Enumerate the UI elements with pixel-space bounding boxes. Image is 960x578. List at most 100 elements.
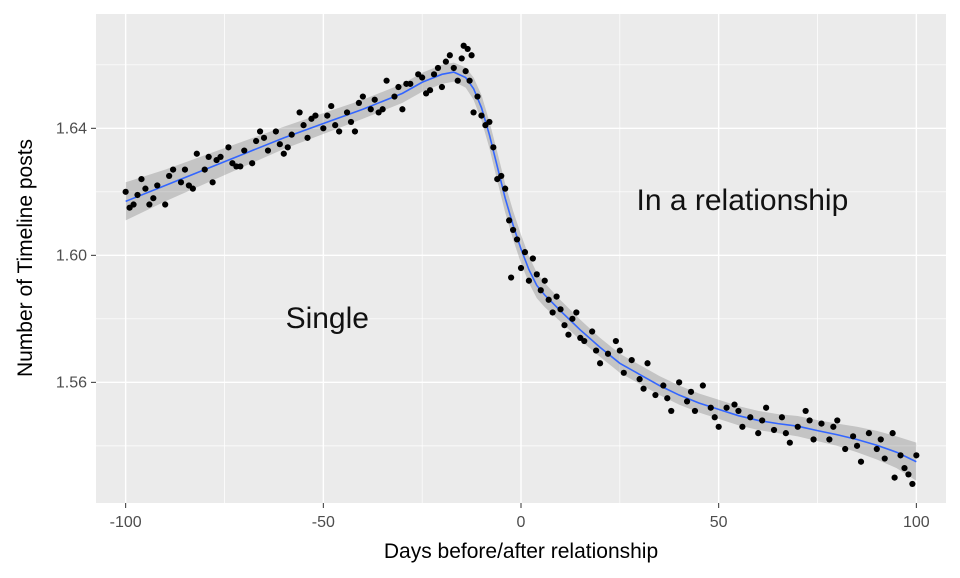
scatter-point (442, 58, 449, 65)
scatter-point (395, 83, 402, 91)
scatter-point (284, 144, 291, 151)
scatter-point (529, 255, 536, 262)
confidence-band (125, 62, 917, 481)
scatter-point (786, 439, 793, 446)
scatter-point (486, 118, 493, 126)
scatter-point (517, 264, 525, 272)
scatter-point (217, 153, 224, 160)
scatter-point (434, 64, 442, 72)
scatter-point (782, 430, 789, 437)
scatter-point (849, 433, 857, 440)
scatter-point (905, 471, 912, 478)
scatter-point (280, 150, 287, 157)
scatter-point (525, 277, 533, 284)
scatter-point (897, 452, 904, 459)
scatter-point (450, 64, 457, 72)
scatter-point (347, 118, 355, 126)
scatter-point (513, 236, 521, 243)
scatter-point (181, 166, 189, 173)
scatter-point (490, 144, 497, 151)
y-tick-label: 1.60 (56, 247, 87, 264)
scatter-point (371, 96, 378, 103)
scatter-point (300, 122, 307, 129)
scatter-point (201, 166, 208, 173)
scatter-point (276, 141, 283, 148)
scatter-point (166, 172, 173, 180)
scatter-point (462, 68, 469, 75)
scatter-point (256, 128, 264, 135)
scatter-point (498, 172, 505, 180)
scatter-point (759, 417, 766, 424)
scatter-point (711, 414, 718, 421)
scatter-point (644, 360, 651, 367)
scatter-point (877, 436, 884, 443)
scatter-point (138, 176, 145, 183)
x-tick-label: 0 (517, 514, 526, 531)
scatter-point (454, 77, 461, 84)
scatter-point (438, 83, 446, 91)
scatter-point (470, 109, 477, 116)
scatter-point (260, 134, 268, 141)
scatter-point (865, 430, 873, 437)
scatter-point (288, 131, 295, 138)
scatter-point (122, 188, 129, 195)
scatter-point (205, 153, 212, 160)
scatter-point (889, 430, 896, 437)
scatter-point (901, 464, 908, 472)
scatter-point (640, 385, 647, 392)
scatter-point (537, 287, 544, 294)
scatter-point (189, 185, 196, 192)
scatter-point (593, 347, 600, 354)
scatter-point (557, 306, 564, 313)
scatter-point (853, 442, 861, 449)
scatter-point (834, 417, 841, 424)
scatter-point (426, 87, 434, 94)
scatter-point (419, 74, 426, 81)
scatter-point (130, 201, 137, 208)
scatter-point (620, 369, 627, 376)
scatter-point (154, 182, 161, 189)
x-tick-label: 100 (903, 514, 930, 531)
scatter-point (715, 423, 722, 430)
scatter-point (379, 106, 386, 113)
scatter-point (146, 201, 153, 208)
scatter-point (778, 414, 786, 421)
annotation-in-a-relationship: In a relationship (636, 184, 849, 218)
scatter-point (320, 125, 327, 132)
scatter-point (763, 404, 770, 411)
scatter-point (209, 179, 216, 186)
scatter-point (691, 407, 699, 415)
scatter-point (616, 347, 623, 354)
scatter-point (802, 407, 809, 415)
scatter-point (891, 474, 898, 481)
scatter-point (506, 217, 513, 224)
scatter-point (561, 322, 568, 329)
scatter-point (652, 391, 659, 399)
scatter-point (596, 360, 604, 367)
y-tick-label: 1.56 (56, 374, 87, 391)
scatter-point (355, 99, 363, 107)
scatter-point (272, 128, 279, 135)
x-tick-label: -50 (312, 514, 335, 531)
y-axis: 1.56 1.60 1.64 (56, 120, 96, 391)
scatter-point (857, 458, 865, 465)
scatter-point (399, 106, 406, 113)
scatter-point (545, 296, 552, 303)
scatter-point (747, 414, 754, 421)
scatter-point (241, 147, 248, 154)
scatter-point (770, 426, 778, 434)
scatter-point (134, 191, 141, 199)
x-axis: -100 -50 0 50 100 (110, 503, 930, 531)
scatter-point (723, 404, 730, 411)
scatter-point (826, 436, 833, 443)
scatter-point (818, 420, 825, 427)
scatter-point (367, 106, 374, 113)
scatter-point (707, 404, 714, 411)
scatter-point (359, 93, 366, 100)
scatter-point (162, 201, 169, 208)
scatter-point (636, 376, 643, 383)
scatter-point (628, 357, 635, 364)
scatter-point (909, 480, 916, 488)
major-gridlines (96, 14, 946, 503)
y-tick-label: 1.64 (56, 120, 87, 137)
